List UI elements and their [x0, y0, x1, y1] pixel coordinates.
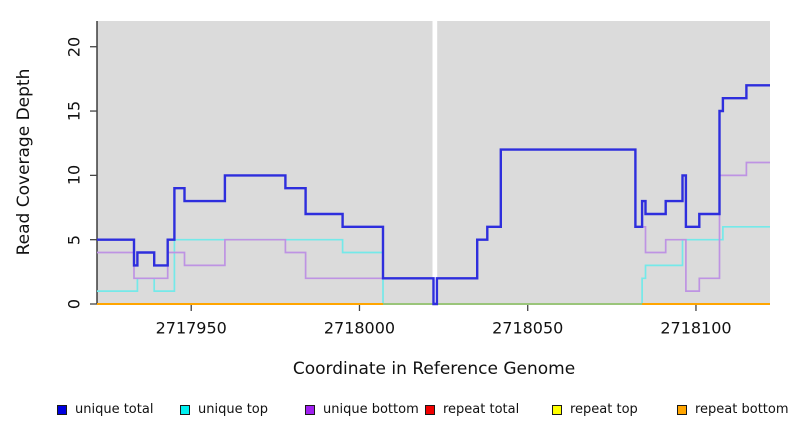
legend-swatch-repeat-top [552, 404, 562, 415]
x-tick-label: 2718100 [660, 318, 732, 338]
legend-label: unique total [75, 402, 154, 417]
no-data-gap [432, 21, 438, 303]
y-tick-label: 20 [64, 36, 84, 57]
legend-label: unique top [198, 402, 269, 417]
legend-item-repeat-bottom: repeat bottom [677, 402, 789, 417]
legend-label: repeat bottom [695, 402, 789, 417]
x-tick-label: 2718050 [492, 318, 564, 338]
y-tick-label: 5 [64, 234, 84, 245]
legend-label: repeat top [570, 402, 638, 417]
legend-item-unique-bottom: unique bottom [305, 402, 419, 417]
legend-item-repeat-total: repeat total [425, 402, 519, 417]
y-axis-title: Read Coverage Depth [14, 68, 34, 256]
legend-label: unique bottom [323, 402, 419, 417]
legend-swatch-repeat-total [425, 404, 435, 415]
legend-swatch-repeat-bottom [677, 404, 687, 415]
legend-swatch-unique-bottom [305, 404, 315, 415]
y-tick-label: 15 [64, 100, 84, 122]
legend-item-unique-top: unique top [180, 402, 268, 417]
legend-item-unique-total: unique total [57, 402, 153, 417]
x-axis-title: Coordinate in Reference Genome [292, 359, 576, 379]
legend-label: repeat total [443, 402, 520, 417]
x-tick-label: 2718000 [323, 318, 396, 338]
y-tick-label: 0 [64, 298, 84, 310]
legend-swatch-unique-top [180, 404, 190, 415]
y-tick-label: 10 [64, 165, 84, 186]
legend-item-repeat-top: repeat top [552, 402, 638, 417]
legend-swatch-unique-total [57, 404, 67, 415]
series-line-unique-total [97, 84, 770, 306]
x-tick-label: 2717950 [155, 318, 227, 338]
